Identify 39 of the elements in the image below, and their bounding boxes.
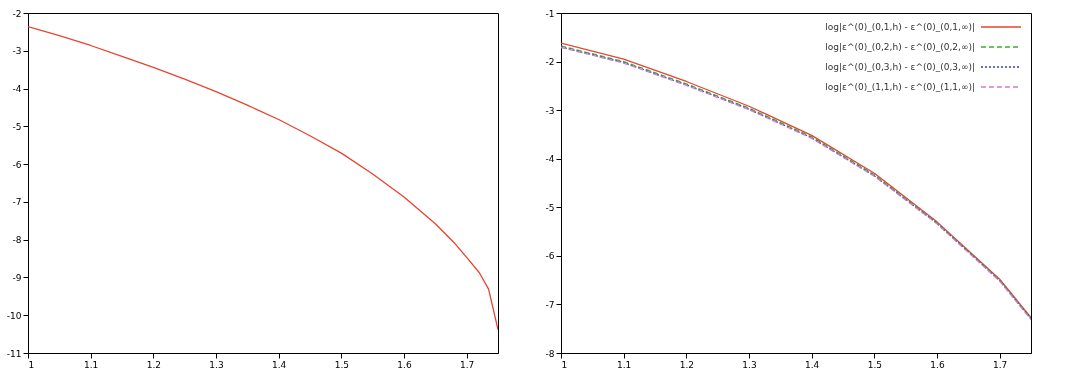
y-tick-label: -8	[12, 235, 22, 246]
y-tick-label: -7	[545, 299, 555, 310]
y-tick-label: -1	[545, 8, 555, 19]
y-tick-label: -6	[12, 159, 22, 170]
y-tick-label: -2	[12, 8, 22, 19]
y-tick-label: -4	[545, 154, 555, 165]
x-tick-label: 1.2	[679, 359, 694, 370]
x-tick-label: 1	[28, 359, 35, 370]
x-tick-label: 1.7	[993, 359, 1008, 370]
y-tick-label: -5	[545, 202, 555, 213]
x-tick-label: 1.7	[460, 359, 475, 370]
legend-label: log|ε^(0)_(0,3,h) - ε^(0)_(0,3,∞)|	[825, 62, 975, 72]
x-tick-label: 1.4	[272, 359, 287, 370]
x-tick-label: 1.6	[397, 359, 412, 370]
x-tick-label: 1.4	[805, 359, 820, 370]
legend-label: log|ε^(0)_(0,1,h) - ε^(0)_(0,1,∞)|	[825, 22, 975, 32]
y-tick-label: -4	[12, 84, 22, 95]
x-tick-label: 1	[561, 359, 568, 370]
x-tick-label: 1.2	[146, 359, 161, 370]
legend-label: log|ε^(0)_(0,2,h) - ε^(0)_(0,2,∞)|	[825, 42, 975, 52]
y-tick-label: -8	[545, 348, 555, 359]
y-tick-label: -2	[545, 57, 555, 68]
x-tick-label: 1.6	[930, 359, 945, 370]
y-tick-label: -9	[12, 272, 22, 283]
y-tick-label: -11	[6, 348, 22, 359]
y-tick-label: -3	[545, 105, 555, 116]
y-tick-label: -3	[12, 46, 22, 57]
y-tick-label: -5	[12, 121, 22, 132]
x-tick-label: 1.5	[334, 359, 349, 370]
line-series	[28, 25, 498, 331]
y-tick-label: -10	[6, 310, 22, 321]
x-tick-label: 1.3	[742, 359, 757, 370]
y-tick-label: -7	[12, 197, 22, 208]
x-tick-label: 1.3	[209, 359, 224, 370]
x-tick-label: 1.1	[617, 359, 632, 370]
legend-label: log|ε^(0)_(1,1,h) - ε^(0)_(1,1,∞)|	[825, 82, 975, 92]
y-tick-label: -6	[545, 251, 555, 262]
x-tick-label: 1.5	[867, 359, 882, 370]
x-tick-label: 1.1	[84, 359, 99, 370]
